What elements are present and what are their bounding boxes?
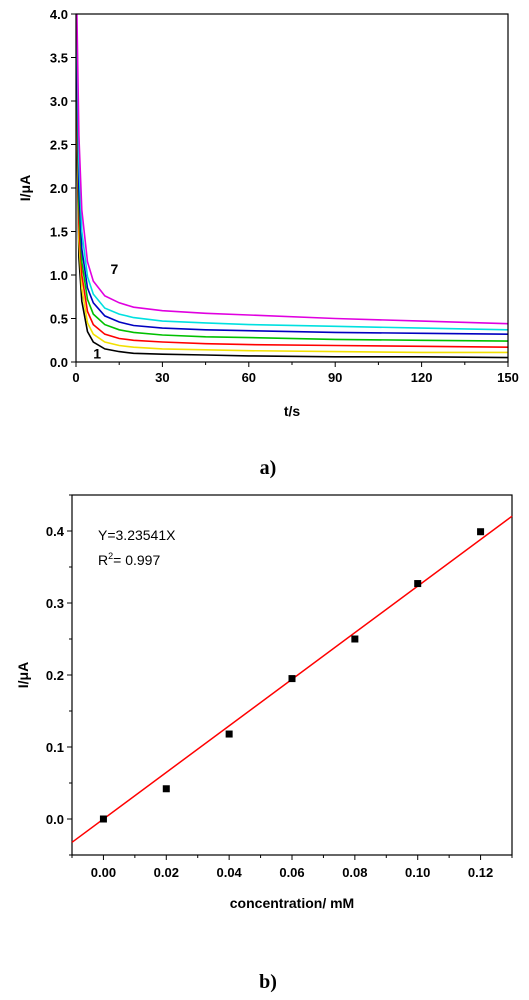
data-point [288, 675, 296, 683]
chart-a-curves [76, 14, 508, 359]
series-line-7 [76, 14, 508, 325]
x-tick-label: 0.08 [342, 865, 367, 880]
x-tick-label: 0.00 [91, 865, 116, 880]
chart-b-points [99, 528, 485, 823]
x-tick-label: 60 [242, 370, 256, 385]
y-tick-label: 0.5 [50, 312, 68, 327]
y-tick-label: 3.0 [50, 94, 68, 109]
data-point [162, 785, 170, 793]
y-tick-label: 0.2 [46, 668, 64, 683]
series-line-2 [76, 118, 508, 354]
chart-a: 0 30 60 90 120 150 0.0 0.5 1.0 1.5 2.0 2.5 3.0 3.5 4.0… [17, 7, 519, 479]
r-squared-sup: 2 [108, 551, 113, 561]
chart-a-ticks: 0 30 60 90 120 150 0.0 0.5 1.0 1.5 2.0 2.5 3.0 3.5 4.0 [50, 7, 519, 385]
x-tick-label: 0.06 [279, 865, 304, 880]
y-tick-label: 1.0 [50, 268, 68, 283]
panel-label-a: a) [260, 457, 277, 479]
curve-label-7: 7 [111, 261, 119, 277]
chart-b: 0.00 0.02 0.04 0.06 0.08 0.10 0.12 0.0 0.1 0.2 0.3… [15, 494, 513, 993]
r-squared: R2= 0.997 [98, 551, 160, 568]
x-tick-label: 0.12 [468, 865, 493, 880]
y-tick-label: 0.1 [46, 740, 64, 755]
y-tick-label: 4.0 [50, 7, 68, 22]
chart-a-ylabel: I/μA [17, 175, 33, 201]
chart-b-xlabel: concentration/ mM [230, 895, 354, 911]
x-tick-label: 90 [328, 370, 342, 385]
y-tick-label: 0.0 [46, 812, 64, 827]
y-tick-label: 1.5 [50, 225, 68, 240]
x-tick-label: 120 [411, 370, 433, 385]
y-tick-label: 2.5 [50, 138, 68, 153]
data-point [477, 528, 485, 536]
chart-b-ylabel: I/μA [15, 662, 31, 688]
series-line-1 [76, 135, 508, 359]
data-point [225, 730, 233, 738]
x-tick-label: 0 [72, 370, 79, 385]
y-tick-label: 2.0 [50, 181, 68, 196]
y-tick-label: 3.5 [50, 51, 68, 66]
y-tick-label: 0.4 [46, 524, 65, 539]
data-point [414, 580, 422, 588]
chart-b-frame [71, 494, 513, 856]
series-line-4 [76, 83, 508, 342]
y-tick-label: 0.0 [50, 355, 68, 370]
x-tick-label: 30 [155, 370, 169, 385]
data-point [99, 815, 107, 823]
fit-equation: Y=3.23541X [98, 527, 176, 543]
x-tick-label: 0.02 [154, 865, 179, 880]
series-line-6 [76, 31, 508, 331]
r-squared-value: = 0.997 [113, 552, 160, 568]
panel-label-b: b) [259, 971, 277, 993]
data-point [351, 635, 359, 643]
series-line-3 [76, 100, 508, 348]
series-line-5 [76, 57, 508, 335]
curve-label-1: 1 [93, 345, 101, 361]
r-squared-prefix: R [98, 552, 108, 568]
y-tick-label: 0.3 [46, 596, 64, 611]
x-tick-label: 0.04 [216, 865, 242, 880]
chart-a-xlabel: t/s [284, 403, 301, 419]
x-tick-label: 0.10 [405, 865, 430, 880]
x-tick-label: 150 [497, 370, 519, 385]
chart-b-ticks: 0.00 0.02 0.04 0.06 0.08 0.10 0.12 0.0 0.1 0.2 0.3… [46, 494, 513, 880]
chart-a-frame [75, 13, 509, 363]
